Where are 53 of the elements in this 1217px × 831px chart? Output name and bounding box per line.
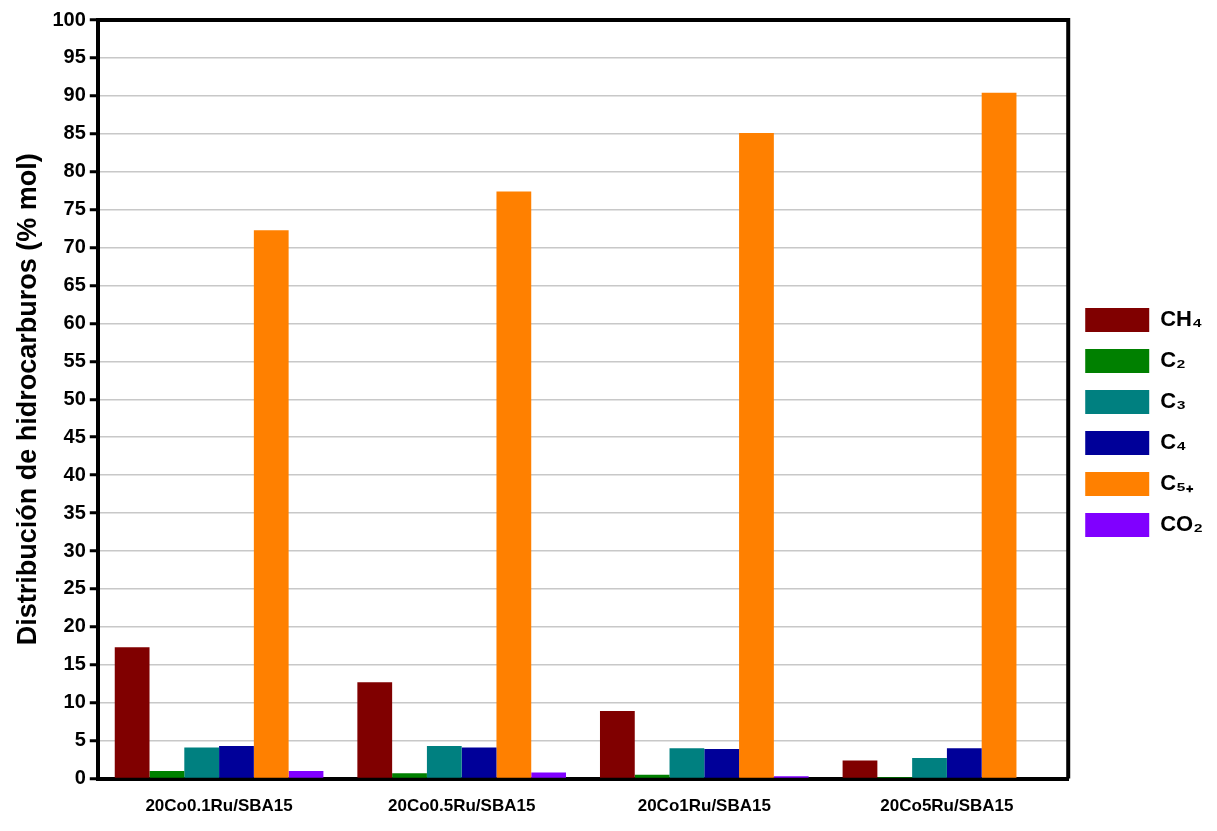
bar bbox=[669, 748, 705, 778]
legend-label: CH₄ bbox=[1160, 306, 1203, 332]
y-tick-label: 10 bbox=[63, 690, 86, 713]
bar bbox=[219, 745, 254, 778]
y-tick-label: 60 bbox=[63, 310, 86, 333]
y-tick-label: 30 bbox=[63, 538, 86, 561]
bar bbox=[704, 749, 740, 778]
bar bbox=[599, 711, 635, 778]
bar bbox=[739, 133, 774, 778]
legend-label: C₂ bbox=[1160, 347, 1186, 373]
y-tick-label: 40 bbox=[63, 462, 86, 485]
y-axis-title: Distribución de hidrocarburos (% mol) bbox=[11, 153, 42, 646]
bar bbox=[496, 191, 532, 778]
x-tick-label: 20Co1Ru/SBA15 bbox=[637, 796, 771, 816]
x-tick-label: 20Co0.1Ru/SBA15 bbox=[145, 796, 293, 816]
bar bbox=[288, 771, 324, 778]
y-tick-label: 25 bbox=[63, 576, 86, 599]
x-tick-label: 20Co5Ru/SBA15 bbox=[880, 796, 1014, 816]
y-tick-label: 35 bbox=[63, 500, 86, 523]
y-tick-label: 55 bbox=[63, 348, 86, 371]
legend-label: CO₂ bbox=[1160, 511, 1204, 537]
bar bbox=[357, 682, 393, 778]
x-tick-label: 20Co0.5Ru/SBA15 bbox=[387, 796, 536, 816]
y-tick-label: 85 bbox=[63, 121, 86, 144]
bar bbox=[392, 773, 427, 778]
y-tick-label: 75 bbox=[63, 197, 86, 220]
bar bbox=[461, 747, 497, 778]
y-tick-label: 70 bbox=[63, 235, 86, 258]
legend-label: C₅₊ bbox=[1160, 470, 1195, 496]
y-tick-label: 65 bbox=[63, 273, 86, 296]
y-tick-label: 95 bbox=[63, 45, 86, 68]
legend-label: C₃ bbox=[1160, 388, 1187, 414]
y-tick-label: 45 bbox=[63, 424, 86, 447]
y-tick-label: 100 bbox=[52, 7, 86, 30]
y-tick-label: 50 bbox=[63, 386, 86, 409]
legend-label: C₄ bbox=[1160, 429, 1187, 455]
bar bbox=[842, 760, 878, 778]
bar bbox=[946, 748, 982, 778]
y-tick-label: 20 bbox=[63, 614, 86, 637]
bar bbox=[981, 92, 1017, 778]
bar bbox=[912, 758, 947, 778]
y-tick-label: 15 bbox=[63, 652, 86, 675]
bar bbox=[114, 647, 150, 778]
bar bbox=[531, 772, 567, 778]
bar bbox=[184, 747, 220, 778]
bar bbox=[149, 771, 185, 778]
bar bbox=[253, 230, 289, 778]
y-tick-label: 80 bbox=[63, 159, 86, 182]
bar bbox=[426, 745, 462, 778]
bar bbox=[634, 774, 670, 778]
y-tick-label: 90 bbox=[63, 83, 86, 106]
y-tick-label: 5 bbox=[74, 728, 86, 751]
y-tick-label: 0 bbox=[74, 766, 86, 789]
